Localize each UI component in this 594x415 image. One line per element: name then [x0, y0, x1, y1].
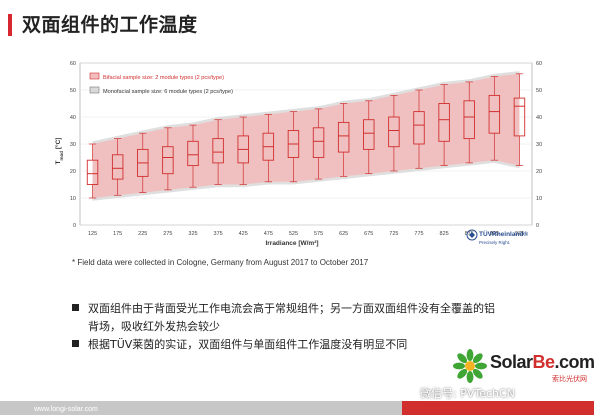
field-data-footnote: * Field data were collected in Cologne, …: [72, 258, 369, 267]
box-175: [111, 138, 124, 196]
footer-url: www.longi-solar.com: [34, 406, 98, 413]
box-625: [337, 103, 350, 177]
y-axis-title: Tmod [°C]: [54, 138, 64, 165]
legend-swatch-bifacial: [89, 72, 100, 80]
box-body: [162, 146, 174, 175]
box-body: [86, 159, 99, 185]
y-tick-label-right: 40: [536, 115, 542, 121]
box-body: [212, 138, 224, 164]
box-275: [162, 127, 174, 191]
box-725: [388, 95, 400, 172]
x-tick-label: 375: [214, 231, 223, 237]
x-tick-label: 475: [264, 231, 273, 237]
tuv-rheinland-logo: TÜVRheinland® Precisely Right.: [466, 229, 528, 245]
tuv-tagline: Precisely Right.: [479, 240, 510, 245]
y-tick-label-right: 10: [536, 196, 542, 202]
logo-wordmark: SolarBe.com: [490, 352, 594, 373]
y-tick-label-right: 30: [536, 142, 542, 148]
x-tick-label: 825: [440, 231, 449, 237]
bullet-item-2: 根据TÜV莱茵的实证，双面组件与单面组件工作温度没有明显不同: [72, 336, 562, 354]
logo-subtitle: 索比光伏网: [552, 375, 587, 383]
box-375: [212, 119, 224, 185]
x-tick-label: 675: [364, 231, 373, 237]
logo-word-com: .com: [554, 352, 594, 372]
y-tick-label-left: 40: [70, 115, 76, 121]
logo-word-solar: Solar: [490, 352, 533, 372]
x-tick-label: 625: [339, 231, 348, 237]
box-975: [513, 73, 526, 166]
bullet-1-text: 双面组件由于背面受光工作电流会高于常规组件；另一方面双面组件没有全覆盖的铝: [88, 302, 495, 315]
y-tick-label-left: 20: [70, 169, 76, 175]
y-tick-label-right: 20: [536, 169, 542, 175]
title-accent-bar: [8, 14, 12, 36]
box-body: [488, 94, 501, 134]
y-tick-label-right: 50: [536, 88, 542, 94]
x-tick-label: 575: [314, 231, 323, 237]
tuv-name: TÜVRheinland®: [479, 229, 528, 238]
x-tick-label: 775: [414, 231, 423, 237]
x-tick-label: 925: [490, 231, 499, 237]
x-tick-label: 525: [289, 231, 298, 237]
y-tick-label-left: 50: [70, 88, 76, 94]
x-tick-label: 325: [188, 231, 197, 237]
x-tick-label: 875: [465, 231, 474, 237]
box-body: [513, 97, 526, 137]
bullet-1-continuation: 背场，吸收红外发热会较少: [88, 320, 220, 333]
bullet-item-1: 双面组件由于背面受光工作电流会高于常规组件；另一方面双面组件没有全覆盖的铝 背场…: [72, 300, 562, 336]
box-body: [312, 127, 325, 158]
legend-swatch-monofacial: [89, 86, 100, 94]
box-475: [262, 113, 275, 183]
box-825: [438, 84, 450, 166]
y-tick-label-left: 10: [70, 196, 76, 202]
temperature-box-chart: 0 0 10 10 20 20 30 30 40 40 50 50 60 60 125 175 225 275 3…: [54, 61, 542, 247]
box-body: [187, 140, 199, 167]
bullet-square-icon: [72, 304, 79, 311]
box-875: [463, 81, 475, 164]
box-525: [287, 111, 300, 183]
solarbe-logo: SolarBe.com 索比光伏网: [452, 348, 594, 400]
x-tick-label: 725: [389, 231, 398, 237]
box-925: [488, 76, 501, 161]
y-tick-label-left: 30: [70, 142, 76, 148]
box-125: [86, 143, 99, 199]
bifacial-range-band: [92, 73, 520, 198]
legend-label-bifacial: Bifacial sample size: 2 module types (2 …: [103, 75, 224, 81]
flower-logo-icon: [453, 349, 487, 383]
box-425: [237, 116, 249, 185]
box-575: [312, 108, 325, 180]
box-body: [337, 121, 350, 153]
bullet-square-icon: [72, 340, 79, 347]
box-body: [388, 116, 400, 148]
y-tick-label-left: 0: [73, 223, 76, 229]
x-tick-label: 175: [113, 231, 122, 237]
y-tick-label-right: 60: [536, 61, 542, 67]
box-775: [413, 89, 425, 169]
wechat-watermark: 微信号: PVTechCN: [420, 387, 515, 400]
x-tick-label: 425: [239, 231, 248, 237]
bullet-2-text: 根据TÜV莱茵的实证，双面组件与单面组件工作温度没有明显不同: [88, 338, 408, 351]
box-body: [363, 119, 375, 150]
y-tick-label-right: 0: [536, 223, 539, 229]
box-body: [413, 111, 425, 145]
box-body: [111, 154, 124, 180]
legend-label-monofacial: Monofacial sample size: 6 module types (…: [103, 89, 233, 95]
box-body: [463, 100, 475, 140]
footer-accent: [402, 401, 594, 415]
x-axis-title: Irradiance [W/m²]: [265, 240, 318, 247]
x-tick-label: 975: [515, 231, 524, 237]
box-body: [438, 103, 450, 142]
x-tick-label: 275: [163, 231, 172, 237]
x-tick-label: 125: [88, 231, 97, 237]
slide-title: 双面组件的工作温度: [22, 14, 198, 36]
x-tick-label: 225: [138, 231, 147, 237]
box-225: [137, 132, 149, 193]
y-tick-label-left: 60: [70, 61, 76, 67]
box-675: [363, 100, 375, 175]
box-325: [187, 124, 199, 188]
logo-word-be: Be: [532, 352, 556, 372]
